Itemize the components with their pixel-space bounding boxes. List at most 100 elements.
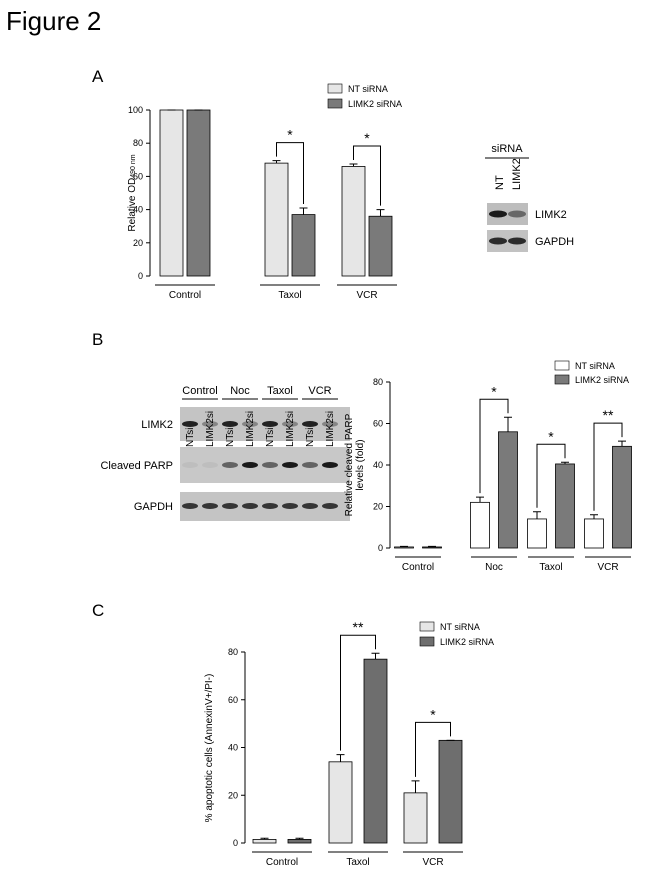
significance-bracket bbox=[276, 142, 304, 204]
significance-bracket bbox=[536, 443, 566, 508]
bar bbox=[470, 501, 490, 549]
figure-title: Figure 2 bbox=[6, 6, 101, 36]
legend-label: LIMK2 siRNA bbox=[575, 375, 629, 385]
bar bbox=[612, 445, 632, 549]
band bbox=[282, 503, 298, 509]
band bbox=[322, 462, 338, 468]
group-label: Taxol bbox=[267, 385, 293, 397]
row-label: LIMK2 bbox=[535, 209, 567, 221]
group-label: Noc bbox=[230, 385, 250, 397]
legend-swatch bbox=[554, 360, 570, 371]
y-tick-label: 80 bbox=[228, 647, 238, 657]
band bbox=[202, 462, 218, 468]
row-label: GAPDH bbox=[134, 501, 173, 513]
y-tick-label: 0 bbox=[378, 543, 383, 553]
y-tick-label: 40 bbox=[373, 460, 383, 470]
error-bar bbox=[561, 461, 569, 464]
error-bar bbox=[504, 416, 512, 432]
band bbox=[262, 503, 278, 509]
error-bar bbox=[590, 514, 598, 519]
lane-label: LIMK2si bbox=[245, 411, 256, 447]
legend-swatch bbox=[554, 374, 570, 385]
significance-bracket bbox=[415, 721, 451, 777]
lane-label: LIMK2si bbox=[325, 411, 336, 447]
bar bbox=[328, 761, 353, 844]
bar bbox=[252, 839, 277, 844]
band bbox=[222, 462, 238, 468]
significance-bracket bbox=[593, 422, 623, 511]
band bbox=[222, 503, 238, 509]
y-tick-label: 60 bbox=[228, 695, 238, 705]
significance-bracket bbox=[340, 634, 376, 751]
error-bar bbox=[618, 440, 626, 447]
band bbox=[182, 503, 198, 509]
x-tick-label: Taxol bbox=[278, 290, 301, 301]
band bbox=[262, 462, 278, 468]
band bbox=[202, 421, 218, 427]
y-tick-label: 80 bbox=[373, 377, 383, 387]
band bbox=[182, 462, 198, 468]
bar bbox=[438, 739, 463, 844]
y-tick-label: 40 bbox=[228, 743, 238, 753]
band bbox=[182, 421, 198, 427]
significance-label: * bbox=[548, 428, 554, 444]
band bbox=[508, 210, 526, 218]
band bbox=[322, 503, 338, 509]
band bbox=[302, 462, 318, 468]
bar bbox=[394, 546, 414, 549]
band bbox=[302, 503, 318, 509]
significance-label: ** bbox=[353, 619, 364, 635]
row-label: GAPDH bbox=[535, 236, 574, 248]
significance-label: ** bbox=[603, 407, 614, 423]
error-bar bbox=[476, 496, 484, 503]
significance-bracket bbox=[353, 145, 381, 206]
lane-label: LIMK2si bbox=[205, 411, 216, 447]
y-tick-label: 60 bbox=[133, 171, 143, 181]
legend-label: NT siRNA bbox=[348, 84, 388, 94]
error-bar bbox=[272, 160, 281, 164]
legend-label: LIMK2 siRNA bbox=[348, 99, 402, 109]
blot-strip bbox=[487, 230, 528, 252]
lane-label: NTsi bbox=[305, 428, 316, 447]
band bbox=[242, 462, 258, 468]
bar bbox=[291, 214, 316, 277]
y-axis-label: Relative cleaved PARP bbox=[344, 413, 355, 516]
x-tick-label: Taxol bbox=[539, 562, 562, 573]
legend-swatch bbox=[419, 636, 435, 647]
error-bar bbox=[411, 780, 420, 793]
panel-letter: B bbox=[92, 330, 103, 349]
x-tick-label: VCR bbox=[356, 290, 377, 301]
band bbox=[322, 421, 338, 427]
error-bar bbox=[428, 545, 436, 547]
y-tick-label: 20 bbox=[228, 790, 238, 800]
y-tick-label: 20 bbox=[133, 238, 143, 248]
error-bar bbox=[371, 652, 380, 660]
error-bar bbox=[400, 545, 408, 547]
band bbox=[489, 237, 507, 245]
bar bbox=[287, 839, 312, 844]
band bbox=[508, 237, 526, 245]
x-tick-label: Control bbox=[169, 290, 201, 301]
y-axis-label-main: % apoptotic cells (AnnexinV+/PI-) bbox=[204, 674, 215, 823]
bar bbox=[403, 792, 428, 844]
significance-label: * bbox=[491, 383, 497, 399]
error-bar bbox=[533, 511, 541, 519]
error-bar bbox=[295, 837, 304, 840]
band bbox=[222, 421, 238, 427]
bar bbox=[341, 166, 366, 277]
error-bar bbox=[376, 209, 385, 217]
y-axis-label-sub: 490 nm bbox=[130, 154, 137, 178]
y-tick-label: 80 bbox=[133, 138, 143, 148]
y-tick-label: 0 bbox=[233, 838, 238, 848]
blot-header: siRNA bbox=[491, 143, 523, 155]
band bbox=[262, 421, 278, 427]
band bbox=[489, 210, 507, 218]
error-bar bbox=[299, 207, 308, 215]
bar bbox=[422, 546, 442, 549]
significance-label: * bbox=[364, 130, 370, 146]
x-tick-label: VCR bbox=[597, 562, 618, 573]
band bbox=[242, 421, 258, 427]
error-bar bbox=[260, 837, 269, 840]
band bbox=[242, 503, 258, 509]
bar bbox=[555, 463, 575, 549]
